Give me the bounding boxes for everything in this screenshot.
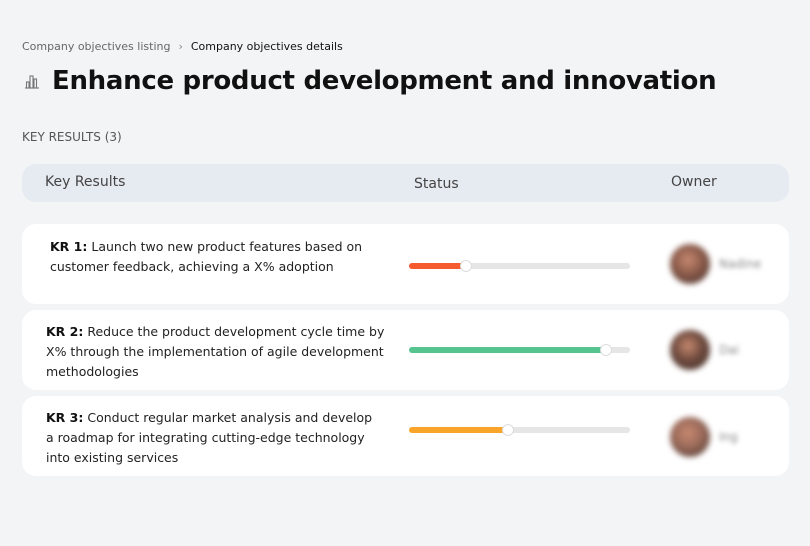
owner-name: Ing <box>719 430 738 444</box>
table-row[interactable]: KR 2: Reduce the product development cyc… <box>22 310 789 390</box>
kr-text: Reduce the product development cycle tim… <box>46 324 385 379</box>
breadcrumb-current: Company objectives details <box>190 40 343 53</box>
kr-text: Launch two new product features based on… <box>50 239 363 274</box>
page-header: Enhance product development and innovati… <box>22 66 717 96</box>
kr-id: KR 3: <box>46 410 84 425</box>
column-header-status: Status <box>414 176 459 192</box>
progress-track[interactable] <box>409 344 630 356</box>
kr-description: KR 3: Conduct regular market analysis an… <box>46 408 376 468</box>
kr-description: KR 2: Reduce the product development cyc… <box>46 322 386 382</box>
progress-track[interactable] <box>409 424 630 436</box>
table-row[interactable]: KR 3: Conduct regular market analysis an… <box>22 396 789 476</box>
column-header-owner: Owner <box>671 174 717 190</box>
table-row[interactable]: KR 1: Launch two new product features ba… <box>22 224 789 304</box>
progress-knob[interactable] <box>502 424 515 436</box>
table-header: Key Results Status Owner <box>22 164 789 202</box>
progress-fill <box>409 427 509 433</box>
avatar <box>670 330 710 370</box>
kr-id: KR 1: <box>50 239 88 254</box>
kr-text: Conduct regular market analysis and deve… <box>46 410 373 465</box>
progress-track[interactable] <box>409 260 630 272</box>
progress-knob[interactable] <box>460 260 473 272</box>
breadcrumb-link-listing[interactable]: Company objectives listing <box>22 40 171 53</box>
owner-name: Nadine <box>719 257 762 271</box>
progress-fill <box>409 347 606 353</box>
owner-name: Dai <box>719 343 739 357</box>
progress-knob[interactable] <box>599 344 612 356</box>
breadcrumb: Company objectives listing › Company obj… <box>22 40 343 53</box>
kr-id: KR 2: <box>46 324 84 339</box>
key-results-count-label: KEY RESULTS (3) <box>22 130 122 144</box>
avatar <box>670 417 710 457</box>
kr-description: KR 1: Launch two new product features ba… <box>50 237 380 277</box>
column-header-key-results: Key Results <box>45 174 126 190</box>
progress-fill <box>409 263 467 269</box>
buildings-chart-icon <box>25 75 39 89</box>
avatar <box>670 244 710 284</box>
page-title: Enhance product development and innovati… <box>52 66 717 96</box>
chevron-right-icon: › <box>178 40 183 53</box>
